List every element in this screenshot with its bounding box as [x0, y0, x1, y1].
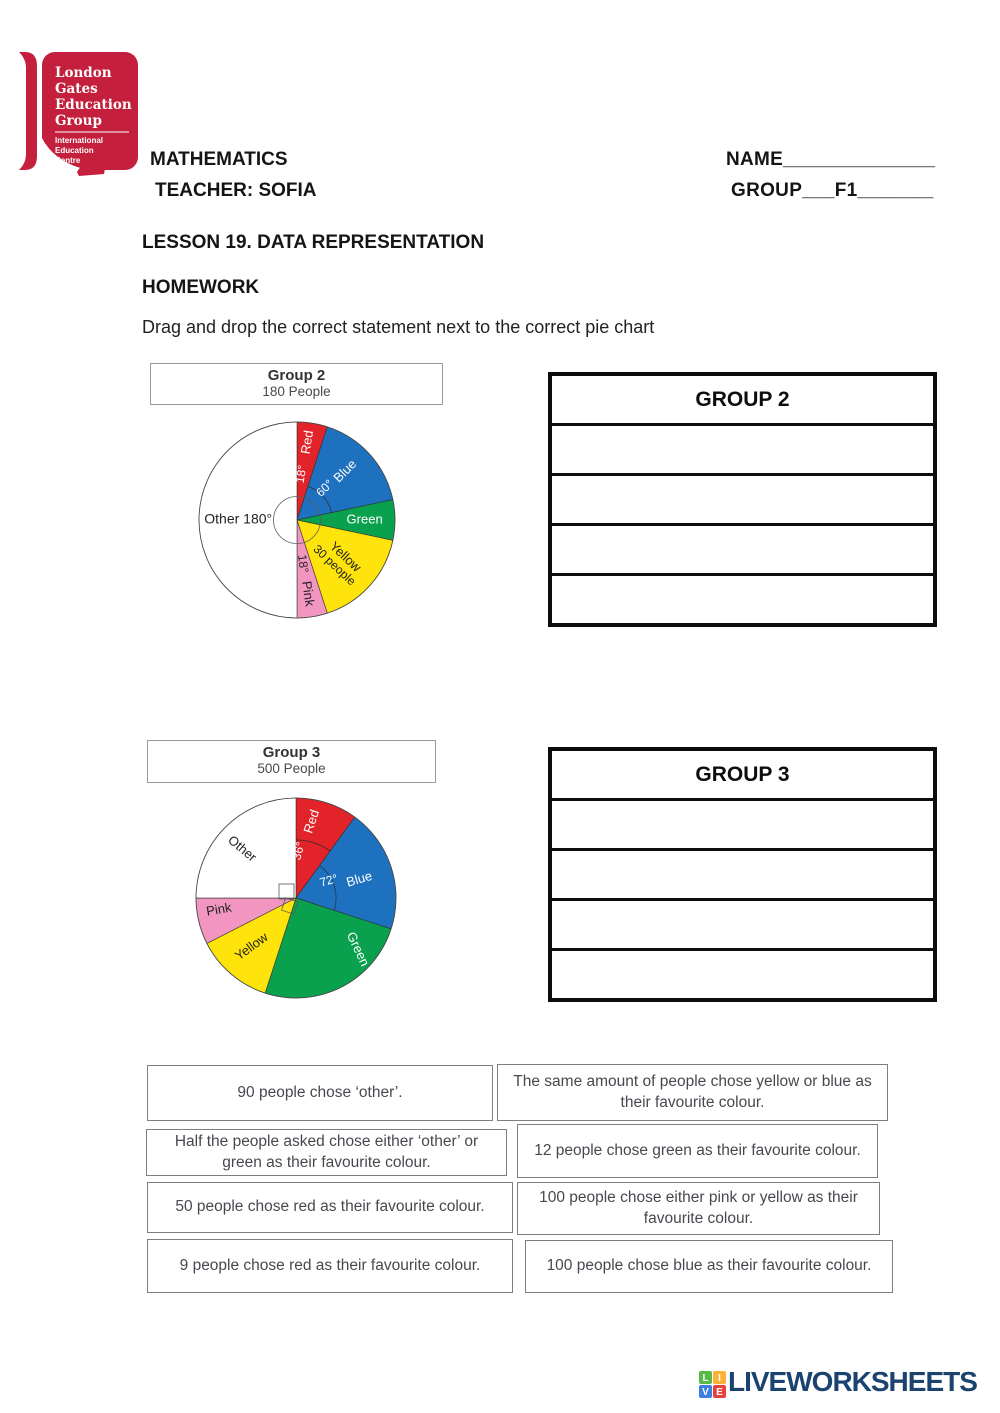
statement-same-yellow-blue[interactable]: The same amount of people chose yellow o…	[497, 1064, 888, 1121]
pie-slice-label: 18°	[295, 554, 311, 574]
logo-line: Gates	[55, 81, 98, 97]
logo-subline: International	[55, 136, 103, 145]
group3-pie-title-box: Group 3 500 People	[147, 740, 436, 783]
right-angle-marker	[280, 897, 299, 915]
statement-half-other-green[interactable]: Half the people asked chose either ‘othe…	[146, 1129, 507, 1176]
pie-slice-label: Pink	[299, 580, 317, 608]
group2-pie-subtitle: 180 People	[262, 384, 331, 399]
right-angle-marker	[278, 883, 295, 900]
angle-arc-marker	[295, 839, 331, 852]
group2-pie-title: Group 2	[267, 367, 326, 384]
group2-drop-row-1[interactable]	[552, 426, 933, 476]
statement-90-other[interactable]: 90 people chose ‘other’.	[147, 1065, 493, 1121]
name-field[interactable]: NAME______________	[726, 149, 936, 170]
svg-text:E: E	[716, 1387, 723, 1398]
statement-12-green[interactable]: 12 people chose green as their favourite…	[517, 1124, 878, 1178]
lesson-title: LESSON 19. DATA REPRESENTATION	[142, 232, 485, 253]
pie-slice-label: 36°	[289, 840, 307, 861]
group3-drop-row-3[interactable]	[552, 901, 933, 951]
group3-answer-table: GROUP 3	[548, 747, 937, 1002]
group2-table-header: GROUP 2	[552, 376, 933, 426]
pie-slice-label: 72°	[318, 871, 339, 890]
angle-arc-marker	[319, 865, 337, 911]
logo-swoosh	[77, 143, 117, 176]
logo-subline: Centre	[55, 156, 81, 165]
logo-line: London	[55, 65, 112, 81]
group2-drop-row-4[interactable]	[552, 576, 933, 623]
group3-pie-title: Group 3	[262, 744, 321, 761]
homework-label: HOMEWORK	[142, 277, 260, 298]
teacher-name: TEACHER: SOFIA	[155, 180, 317, 201]
center-circle-marker	[273, 496, 321, 544]
group3-drop-row-2[interactable]	[552, 851, 933, 901]
group2-answer-table: GROUP 2	[548, 372, 937, 627]
task-instruction: Drag and drop the correct statement next…	[142, 317, 655, 337]
liveworksheets-icon: L I V E	[699, 1371, 726, 1398]
pie-slice-label: Other 180°	[204, 511, 272, 527]
logo-notch	[42, 138, 89, 170]
group-field[interactable]: GROUP___F1_______	[731, 180, 934, 201]
pie-slice-label: Red	[300, 808, 322, 835]
angle-arc-marker	[307, 486, 332, 513]
statement-100-blue[interactable]: 100 people chose blue as their favourite…	[525, 1240, 893, 1293]
group2-drop-row-2[interactable]	[552, 476, 933, 526]
group3-drop-row-1[interactable]	[552, 801, 933, 851]
pie-slice-label: Pink	[205, 899, 233, 918]
pie-outline	[198, 421, 396, 619]
svg-text:L: L	[702, 1373, 708, 1384]
pie-slice-label: Green	[347, 511, 383, 526]
logo-line: Group	[55, 113, 102, 129]
svg-text:I: I	[718, 1373, 721, 1384]
pie-outline	[195, 797, 397, 999]
liveworksheets-brand[interactable]: LIVEWORKSHEETS	[728, 1366, 978, 1397]
group2-pie-title-box: Group 2 180 People	[150, 363, 443, 405]
svg-text:V: V	[702, 1387, 709, 1398]
logo-bracket-shape	[19, 52, 37, 170]
logo-line: Education	[55, 97, 132, 113]
statement-50-red[interactable]: 50 people chose red as their favourite c…	[147, 1182, 513, 1233]
statement-9-red[interactable]: 9 people chose red as their favourite co…	[147, 1239, 513, 1293]
logo-subline: Education	[55, 146, 94, 155]
group2-drop-row-3[interactable]	[552, 526, 933, 576]
logo-card	[42, 52, 138, 170]
group3-drop-row-4[interactable]	[552, 951, 933, 998]
statement-100-pink-yellow[interactable]: 100 people chose either pink or yellow a…	[517, 1182, 880, 1235]
pie-slice-label: 18°	[293, 464, 310, 484]
group3-pie-subtitle: 500 People	[257, 761, 326, 776]
london-gates-logo: London Gates Education Group Internation…	[19, 52, 138, 176]
subject-title: MATHEMATICS	[150, 149, 288, 170]
group3-table-header: GROUP 3	[552, 751, 933, 801]
pie-slice-label: Red	[298, 429, 317, 455]
pie-slice-label: Blue	[345, 868, 374, 890]
